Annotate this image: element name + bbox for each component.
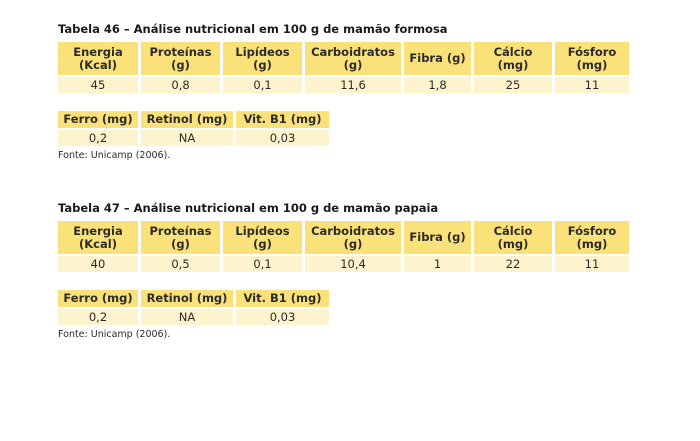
header-lipideos: Lipídeos (g) [223, 42, 302, 75]
cell-calcio: 25 [474, 77, 552, 93]
header-carboidratos: Carboidratos (g) [305, 221, 401, 254]
cell-vitb1: 0,03 [236, 130, 329, 146]
cell-retinol: NA [141, 130, 233, 146]
header-fibra: Fibra (g) [404, 221, 471, 254]
cell-ferro: 0,2 [58, 309, 138, 325]
cell-proteinas: 0,8 [141, 77, 220, 93]
header-retinol: Retinol (mg) [141, 290, 233, 307]
header-calcio: Cálcio (mg) [474, 42, 552, 75]
header-proteinas: Proteínas (g) [141, 221, 220, 254]
table46-source: Fonte: Unicamp (2006). [58, 150, 171, 161]
cell-calcio: 22 [474, 256, 552, 272]
table46-title: Tabela 46 – Análise nutricional em 100 g… [58, 22, 448, 36]
cell-lipideos: 0,1 [223, 77, 302, 93]
header-ferro: Ferro (mg) [58, 290, 138, 307]
table47-section: Tabela 47 – Análise nutricional em 100 g… [58, 201, 632, 341]
table-header-row: Energia (Kcal) Proteínas (g) Lipídeos (g… [58, 42, 629, 75]
cell-ferro: 0,2 [58, 130, 138, 146]
cell-retinol: NA [141, 309, 233, 325]
header-calcio: Cálcio (mg) [474, 221, 552, 254]
header-fosforo: Fósforo (mg) [555, 221, 629, 254]
cell-fosforo: 11 [555, 256, 629, 272]
header-carboidratos: Carboidratos (g) [305, 42, 401, 75]
cell-carboidratos: 10,4 [305, 256, 401, 272]
table46-section: Tabela 46 – Análise nutricional em 100 g… [58, 22, 632, 162]
table-header-row: Ferro (mg) Retinol (mg) Vit. B1 (mg) [58, 111, 329, 128]
cell-fibra: 1 [404, 256, 471, 272]
table-row: 45 0,8 0,1 11,6 1,8 25 11 [58, 77, 629, 93]
header-vitb1: Vit. B1 (mg) [236, 290, 329, 307]
table46-minerals: Ferro (mg) Retinol (mg) Vit. B1 (mg) 0,2… [55, 109, 332, 148]
header-vitb1: Vit. B1 (mg) [236, 111, 329, 128]
header-energia: Energia (Kcal) [58, 221, 138, 254]
table-row: 0,2 NA 0,03 [58, 130, 329, 146]
header-retinol: Retinol (mg) [141, 111, 233, 128]
header-proteinas: Proteínas (g) [141, 42, 220, 75]
table-row: 0,2 NA 0,03 [58, 309, 329, 325]
cell-proteinas: 0,5 [141, 256, 220, 272]
header-energia: Energia (Kcal) [58, 42, 138, 75]
table47-source: Fonte: Unicamp (2006). [58, 329, 171, 340]
table46-main: Energia (Kcal) Proteínas (g) Lipídeos (g… [55, 40, 632, 95]
header-fosforo: Fósforo (mg) [555, 42, 629, 75]
table47-main: Energia (Kcal) Proteínas (g) Lipídeos (g… [55, 219, 632, 274]
cell-carboidratos: 11,6 [305, 77, 401, 93]
header-ferro: Ferro (mg) [58, 111, 138, 128]
table47-title: Tabela 47 – Análise nutricional em 100 g… [58, 201, 439, 215]
header-fibra: Fibra (g) [404, 42, 471, 75]
header-lipideos: Lipídeos (g) [223, 221, 302, 254]
cell-fosforo: 11 [555, 77, 629, 93]
table-header-row: Energia (Kcal) Proteínas (g) Lipídeos (g… [58, 221, 629, 254]
cell-lipideos: 0,1 [223, 256, 302, 272]
cell-energia: 40 [58, 256, 138, 272]
table-row: 40 0,5 0,1 10,4 1 22 11 [58, 256, 629, 272]
cell-fibra: 1,8 [404, 77, 471, 93]
table47-minerals: Ferro (mg) Retinol (mg) Vit. B1 (mg) 0,2… [55, 288, 332, 327]
cell-energia: 45 [58, 77, 138, 93]
table-header-row: Ferro (mg) Retinol (mg) Vit. B1 (mg) [58, 290, 329, 307]
cell-vitb1: 0,03 [236, 309, 329, 325]
